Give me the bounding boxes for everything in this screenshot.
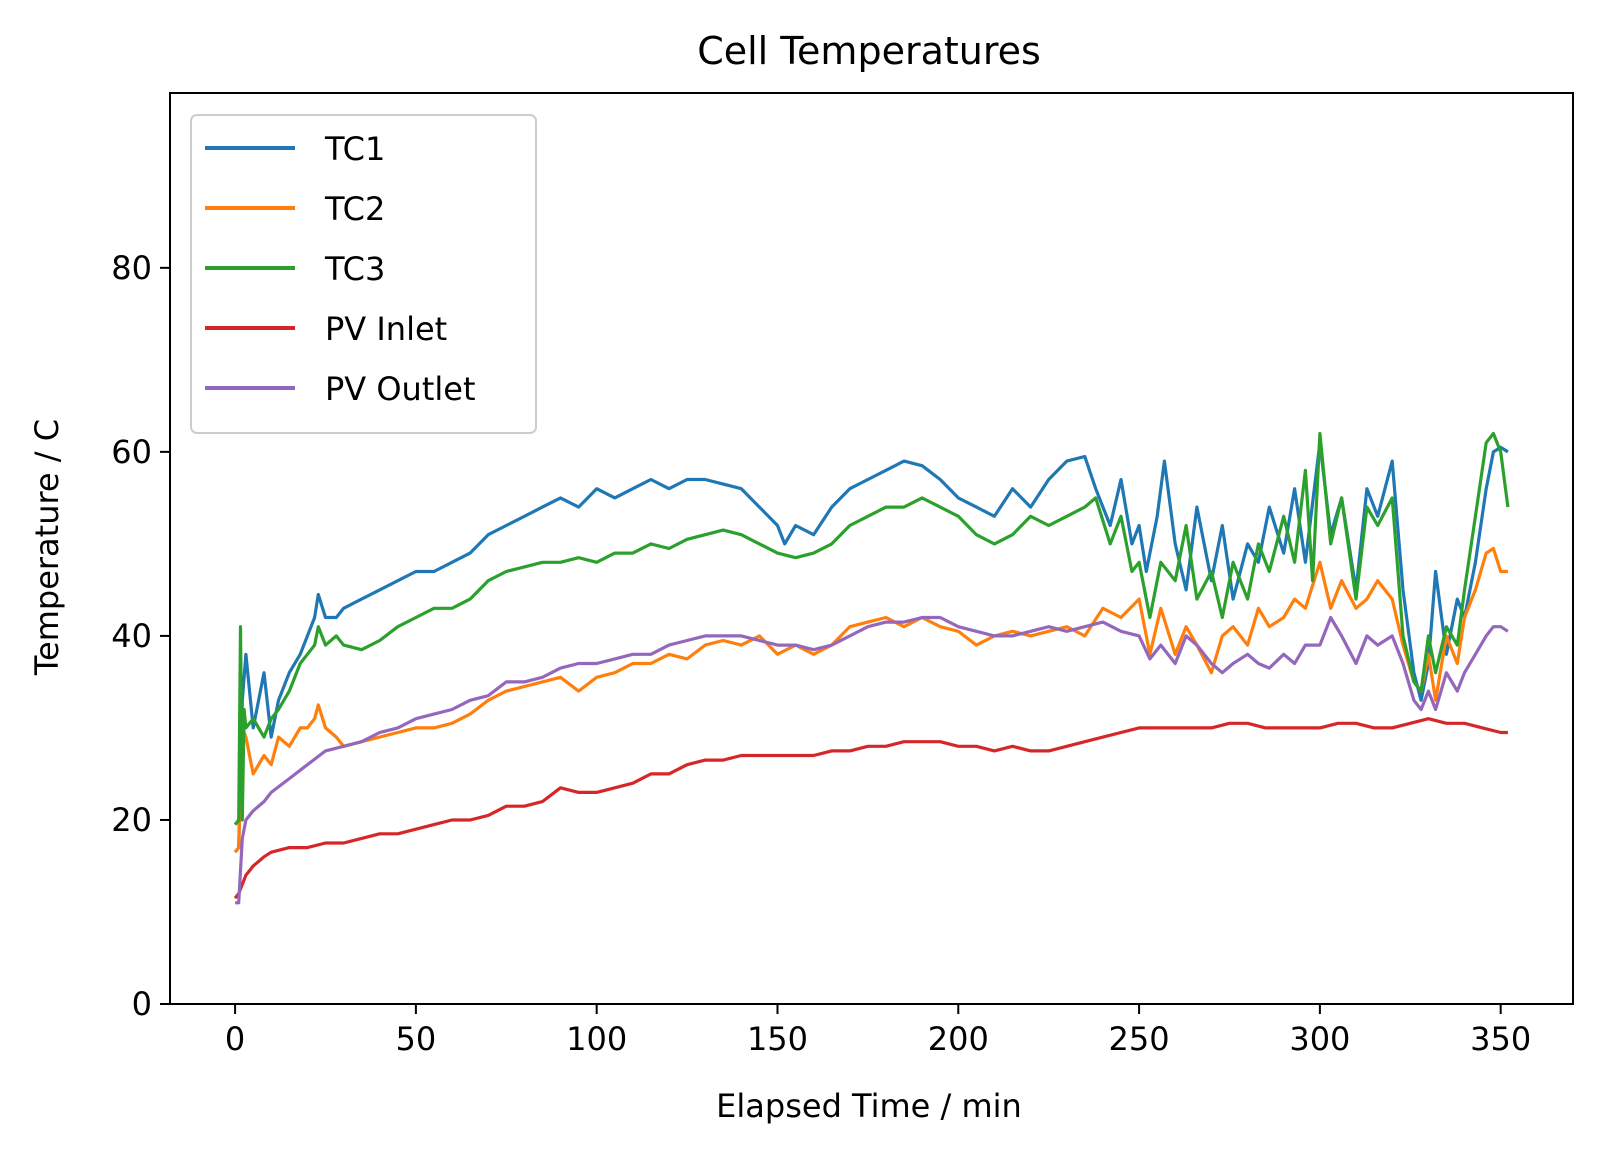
y-tick-label: 20 (111, 801, 152, 839)
x-tick-label: 150 (747, 1020, 808, 1058)
plot-frame (169, 92, 1574, 1005)
y-axis: 0 20 40 60 80 (111, 249, 170, 1023)
x-axis: 0 50 100 150 200 250 300 350 (225, 1004, 1531, 1058)
series-line-pv-outlet (235, 615, 1509, 905)
legend-entries: TC1 TC2 TC3 PV Inlet PV Outlet (205, 130, 476, 408)
series-line-tc3 (233, 431, 1510, 826)
x-tick-label: 100 (566, 1020, 627, 1058)
legend: TC1 TC2 TC3 PV Inlet PV Outlet (190, 114, 537, 434)
x-tick-label: 50 (396, 1020, 437, 1058)
x-axis-label: Elapsed Time / min (716, 1087, 1022, 1125)
y-axis-label: Temperature / C (28, 419, 66, 676)
legend-label-tc1: TC1 (324, 130, 385, 168)
series-layer (233, 431, 1510, 905)
x-tick-label: 350 (1470, 1020, 1531, 1058)
plot-area (169, 92, 1574, 1005)
legend-label-tc3: TC3 (324, 250, 385, 288)
y-tick-label: 60 (111, 433, 152, 471)
x-tick-label: 300 (1289, 1020, 1350, 1058)
y-tick-label: 40 (111, 617, 152, 655)
x-tick-label: 250 (1109, 1020, 1170, 1058)
series-line-pv-inlet (233, 717, 1508, 900)
legend-label-tc2: TC2 (324, 190, 385, 228)
y-tick-label: 0 (132, 985, 152, 1023)
y-tick-label: 80 (111, 249, 152, 287)
chart-title: Cell Temperatures (697, 29, 1041, 73)
legend-label-pv-inlet: PV Inlet (325, 310, 447, 348)
legend-label-pv-outlet: PV Outlet (325, 370, 476, 408)
legend-box (190, 114, 537, 434)
x-tick-label: 0 (225, 1020, 245, 1058)
x-tick-label: 200 (928, 1020, 989, 1058)
